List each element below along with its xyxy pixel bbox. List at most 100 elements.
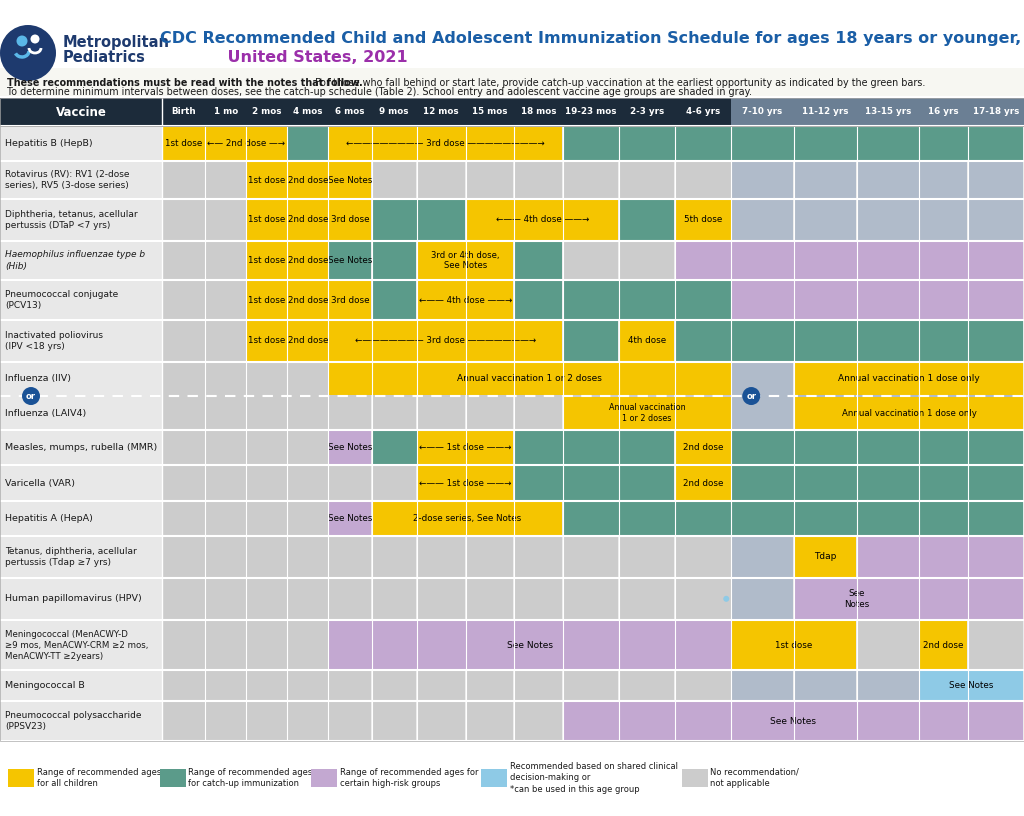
Bar	[373, 199, 465, 240]
Bar	[373, 466, 416, 500]
Bar	[920, 501, 967, 535]
Bar	[0, 701, 162, 741]
Text: Range of recommended ages
for catch-up immunization: Range of recommended ages for catch-up i…	[188, 768, 312, 788]
Text: 2nd dose: 2nd dose	[924, 641, 964, 650]
Bar	[676, 362, 730, 429]
Bar	[418, 242, 465, 280]
Text: 2nd dose: 2nd dose	[683, 443, 723, 452]
Bar	[0, 68, 1024, 96]
Bar	[329, 362, 371, 429]
Bar	[329, 199, 371, 240]
Bar	[732, 620, 856, 670]
Bar	[466, 702, 513, 740]
Bar	[795, 537, 856, 577]
Circle shape	[22, 387, 40, 405]
Bar	[247, 702, 287, 740]
Text: ←———————— 3rd dose ————————→: ←———————— 3rd dose ————————→	[346, 140, 545, 149]
Bar	[373, 431, 465, 465]
Text: 4-6 yrs: 4-6 yrs	[686, 108, 720, 117]
Bar	[732, 620, 794, 670]
Bar	[288, 579, 328, 619]
Bar	[563, 281, 730, 319]
Bar	[515, 466, 675, 500]
Bar	[206, 672, 246, 701]
Text: 1st dose: 1st dose	[165, 140, 202, 149]
Bar	[247, 199, 287, 240]
Bar	[620, 702, 675, 740]
Text: 4th dose: 4th dose	[628, 336, 666, 345]
Bar	[466, 281, 513, 319]
Bar	[920, 162, 967, 198]
Text: Meningococcal (MenACWY-D
≥9 mos, MenACWY-CRM ≥2 mos,
MenACWY-TT ≥2years): Meningococcal (MenACWY-D ≥9 mos, MenACWY…	[5, 629, 148, 661]
Bar	[288, 242, 328, 280]
Bar	[206, 126, 246, 161]
Bar	[969, 620, 1023, 670]
Text: 1st dose: 1st dose	[248, 256, 286, 265]
Circle shape	[742, 387, 760, 405]
Bar	[920, 126, 967, 161]
Bar	[676, 672, 730, 701]
Bar	[373, 672, 416, 701]
Bar	[466, 162, 513, 198]
Bar	[682, 769, 708, 787]
Bar	[373, 501, 416, 535]
Bar	[563, 702, 618, 740]
Bar	[373, 281, 416, 319]
Bar	[563, 579, 618, 619]
Text: 19-23 mos: 19-23 mos	[565, 108, 616, 117]
Bar	[795, 362, 1023, 395]
Text: 2nd dose: 2nd dose	[288, 215, 328, 224]
Bar	[163, 199, 205, 240]
Bar	[288, 537, 328, 577]
Bar	[163, 162, 205, 198]
Bar	[620, 126, 675, 161]
Bar	[676, 537, 730, 577]
Text: Range of recommended ages
for all children: Range of recommended ages for all childr…	[37, 768, 161, 788]
Bar	[329, 431, 371, 465]
Bar	[0, 361, 162, 430]
Bar	[418, 501, 465, 535]
Text: or: or	[746, 392, 757, 401]
Circle shape	[0, 25, 56, 81]
Bar	[0, 361, 162, 396]
Bar	[515, 466, 562, 500]
Bar	[732, 199, 794, 240]
Text: 2 mos: 2 mos	[252, 108, 282, 117]
Bar	[920, 672, 967, 701]
Bar	[466, 199, 618, 240]
Bar	[732, 579, 794, 619]
Bar	[857, 620, 919, 670]
Text: 2-3 yrs: 2-3 yrs	[630, 108, 665, 117]
Bar	[969, 466, 1023, 500]
Bar	[856, 98, 920, 126]
Bar	[563, 362, 618, 429]
Text: Human papillomavirus (HPV): Human papillomavirus (HPV)	[5, 594, 141, 603]
Bar	[920, 199, 967, 240]
Text: Annual vaccination
1 or 2 doses: Annual vaccination 1 or 2 doses	[608, 403, 685, 423]
Bar	[206, 702, 246, 740]
Bar	[920, 620, 967, 670]
Bar	[418, 281, 465, 319]
Text: 18 mos: 18 mos	[520, 108, 556, 117]
Text: Range of recommended ages for
certain high-risk groups: Range of recommended ages for certain hi…	[340, 768, 478, 788]
Text: 1 mo: 1 mo	[214, 108, 238, 117]
Text: 3rd dose: 3rd dose	[331, 215, 370, 224]
Bar	[732, 321, 794, 361]
Bar	[620, 281, 675, 319]
Bar	[466, 579, 513, 619]
Bar	[466, 537, 513, 577]
Bar	[311, 769, 337, 787]
Bar	[563, 162, 618, 198]
Bar	[676, 501, 730, 535]
Bar	[288, 162, 328, 198]
Text: See Notes: See Notes	[328, 514, 372, 523]
Bar	[515, 199, 562, 240]
Bar	[969, 702, 1023, 740]
Bar	[163, 281, 205, 319]
Bar	[288, 620, 328, 670]
Text: Birth: Birth	[171, 108, 196, 117]
Text: 2nd dose: 2nd dose	[288, 256, 328, 265]
Bar	[515, 321, 562, 361]
Bar	[329, 501, 371, 535]
Text: 2nd dose: 2nd dose	[683, 479, 723, 488]
